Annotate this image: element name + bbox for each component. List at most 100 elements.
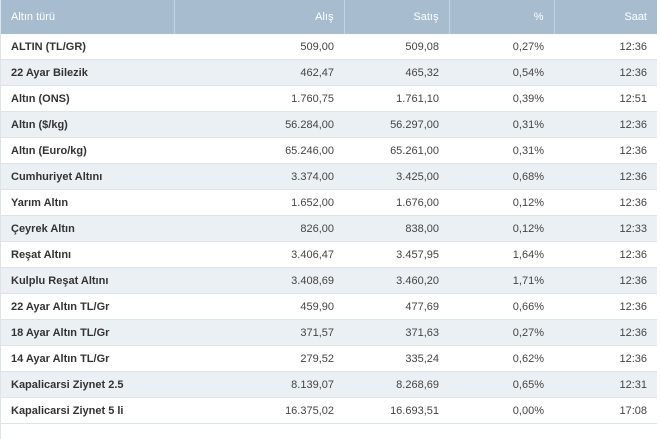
buy-price-cell: 3.406,47 [174,241,344,268]
sell-price-cell: 3.457,95 [344,241,449,268]
buy-price-cell: 1.760,75 [174,85,344,112]
table-row[interactable]: 18 Ayar Altın TL/Gr 371,57 371,63 0,27% 12:3… [1,319,657,346]
sell-price-cell: 509,08 [344,34,449,60]
gold-type-cell: Kulplu Reşat Altını [1,267,174,294]
change-percent-cell: 0,39% [449,85,554,112]
sell-price-cell: 1.761,10 [344,85,449,112]
sell-price-cell: 371,63 [344,319,449,346]
header-sell[interactable]: Satış [344,0,450,34]
gold-type-cell: Yarım Altın [1,189,174,216]
table-body: ALTIN (TL/GR) 509,00 509,08 0,27% 12:36 22 Ay… [1,34,657,424]
buy-price-cell: 16.375,02 [174,397,344,424]
sell-price-cell: 65.261,00 [344,137,449,164]
buy-price-cell: 826,00 [174,215,344,242]
time-cell: 12:36 [554,267,657,294]
time-cell: 12:36 [554,241,657,268]
gold-type-cell: Kapalicarsi Ziynet 2.5 [1,371,174,398]
table-row[interactable]: Altın (Euro/kg) 65.246,00 65.261,00 0,31% 12… [1,137,657,164]
header-row: Altın türü Alış Satış % Saat [1,0,657,34]
change-percent-cell: 0,66% [449,293,554,320]
time-cell: 12:36 [554,34,657,60]
gold-type-cell: 18 Ayar Altın TL/Gr [1,319,174,346]
change-percent-cell: 0,12% [449,215,554,242]
gold-type-cell: 22 Ayar Bilezik [1,59,174,86]
table-row[interactable]: Altın ($/kg) 56.284,00 56.297,00 0,31% 12:36 [1,111,657,138]
header-buy[interactable]: Alış [174,0,345,34]
buy-price-cell: 65.246,00 [174,137,344,164]
header-gold-type[interactable]: Altın türü [1,0,175,34]
table-row[interactable]: 22 Ayar Bilezik 462,47 465,32 0,54% 12:36 [1,59,657,86]
sell-price-cell: 465,32 [344,59,449,86]
header-change[interactable]: % [449,0,555,34]
gold-type-cell: Altın ($/kg) [1,111,174,138]
change-percent-cell: 0,31% [449,137,554,164]
change-percent-cell: 1,64% [449,241,554,268]
change-percent-cell: 0,27% [449,34,554,60]
time-cell: 12:36 [554,293,657,320]
change-percent-cell: 1,71% [449,267,554,294]
table-row[interactable]: Altın (ONS) 1.760,75 1.761,10 0,39% 12:51 [1,85,657,112]
time-cell: 12:31 [554,371,657,398]
buy-price-cell: 8.139,07 [174,371,344,398]
time-cell: 12:36 [554,59,657,86]
buy-price-cell: 1.652,00 [174,189,344,216]
time-cell: 12:36 [554,345,657,372]
table-row[interactable]: 22 Ayar Altın TL/Gr 459,90 477,69 0,66% 12:3… [1,293,657,320]
table-row[interactable]: Kapalicarsi Ziynet 2.5 8.139,07 8.268,69 0,… [1,371,657,398]
change-percent-cell: 0,62% [449,345,554,372]
buy-price-cell: 459,90 [174,293,344,320]
buy-price-cell: 462,47 [174,59,344,86]
gold-type-cell: Çeyrek Altın [1,215,174,242]
change-percent-cell: 0,31% [449,111,554,138]
change-percent-cell: 0,27% [449,319,554,346]
gold-type-cell: Altın (Euro/kg) [1,137,174,164]
buy-price-cell: 371,57 [174,319,344,346]
buy-price-cell: 509,00 [174,34,344,60]
time-cell: 12:36 [554,163,657,190]
sell-price-cell: 1.676,00 [344,189,449,216]
gold-type-cell: 22 Ayar Altın TL/Gr [1,293,174,320]
time-cell: 12:36 [554,137,657,164]
header-time[interactable]: Saat [554,0,657,34]
sell-price-cell: 16.693,51 [344,397,449,424]
time-cell: 12:51 [554,85,657,112]
buy-price-cell: 3.408,69 [174,267,344,294]
gold-type-cell: 14 Ayar Altın TL/Gr [1,345,174,372]
time-cell: 12:33 [554,215,657,242]
sell-price-cell: 56.297,00 [344,111,449,138]
gold-type-cell: Cumhuriyet Altını [1,163,174,190]
sell-price-cell: 477,69 [344,293,449,320]
time-cell: 12:36 [554,319,657,346]
buy-price-cell: 56.284,00 [174,111,344,138]
sell-price-cell: 8.268,69 [344,371,449,398]
gold-type-cell: Altın (ONS) [1,85,174,112]
gold-type-cell: ALTIN (TL/GR) [1,34,174,60]
change-percent-cell: 0,12% [449,189,554,216]
gold-price-table: Altın türü Alış Satış % Saat ALTIN (TL/G… [1,0,657,424]
table-row[interactable]: ALTIN (TL/GR) 509,00 509,08 0,27% 12:36 [1,34,657,60]
table-row[interactable]: Kulplu Reşat Altını 3.408,69 3.460,20 1,71%… [1,267,657,294]
table-row[interactable]: 14 Ayar Altın TL/Gr 279,52 335,24 0,62% 12:3… [1,345,657,372]
table-row[interactable]: Kapalicarsi Ziynet 5 li 16.375,02 16.693,5… [1,397,657,424]
time-cell: 17:08 [554,397,657,424]
change-percent-cell: 0,54% [449,59,554,86]
change-percent-cell: 0,68% [449,163,554,190]
time-cell: 12:36 [554,111,657,138]
gold-type-cell: Kapalicarsi Ziynet 5 li [1,397,174,424]
sell-price-cell: 335,24 [344,345,449,372]
table-row[interactable]: Cumhuriyet Altını 3.374,00 3.425,00 0,68% 12… [1,163,657,190]
time-cell: 12:36 [554,189,657,216]
change-percent-cell: 0,65% [449,371,554,398]
gold-type-cell: Reşat Altını [1,241,174,268]
sell-price-cell: 838,00 [344,215,449,242]
table-header: Altın türü Alış Satış % Saat [1,0,657,34]
buy-price-cell: 279,52 [174,345,344,372]
table-row[interactable]: Çeyrek Altın 826,00 838,00 0,12% 12:33 [1,215,657,242]
buy-price-cell: 3.374,00 [174,163,344,190]
table-row[interactable]: Yarım Altın 1.652,00 1.676,00 0,12% 12:36 [1,189,657,216]
change-percent-cell: 0,00% [449,397,554,424]
sell-price-cell: 3.425,00 [344,163,449,190]
sell-price-cell: 3.460,20 [344,267,449,294]
table-row[interactable]: Reşat Altını 3.406,47 3.457,95 1,64% 12:36 [1,241,657,268]
